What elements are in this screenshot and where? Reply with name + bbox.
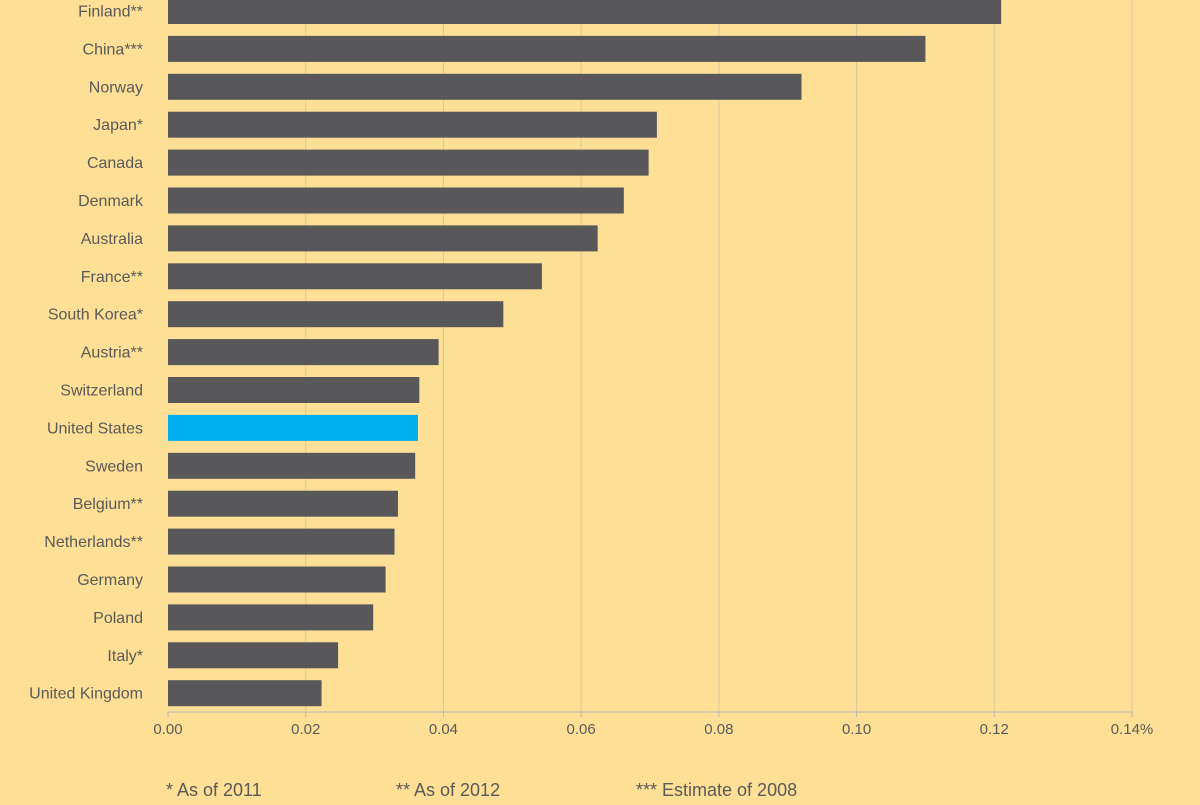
bar bbox=[168, 566, 386, 593]
x-tick-label: 0.14% bbox=[1111, 721, 1154, 738]
footnote-2011: * As of 2011 bbox=[166, 780, 262, 800]
category-label: China*** bbox=[83, 41, 143, 58]
bar bbox=[168, 0, 1002, 24]
x-tick-label: 0.06 bbox=[567, 721, 596, 738]
bar-highlighted bbox=[168, 414, 418, 441]
bar bbox=[168, 301, 504, 328]
bar bbox=[168, 111, 657, 138]
footnote-2008-estimate: *** Estimate of 2008 bbox=[636, 780, 798, 800]
category-label: Denmark bbox=[78, 193, 144, 210]
category-label: South Korea* bbox=[48, 307, 143, 324]
category-label: Japan* bbox=[93, 117, 143, 134]
category-label: Sweden bbox=[85, 458, 143, 475]
category-label: Switzerland bbox=[60, 383, 143, 400]
category-label: Finland** bbox=[78, 4, 143, 21]
bar bbox=[168, 490, 398, 517]
bar bbox=[168, 149, 649, 176]
category-label: Austria** bbox=[81, 345, 143, 362]
category-label: Netherlands** bbox=[44, 534, 143, 551]
bar bbox=[168, 73, 802, 100]
category-label: Italy* bbox=[107, 648, 143, 665]
category-label: United Kingdom bbox=[29, 686, 143, 703]
bar bbox=[168, 339, 439, 366]
x-tick-label: 0.08 bbox=[704, 721, 733, 738]
bar bbox=[168, 604, 374, 631]
bar bbox=[168, 642, 339, 669]
footnote-2012: ** As of 2012 bbox=[396, 780, 501, 800]
bar bbox=[168, 528, 395, 555]
x-tick-label: 0.04 bbox=[429, 721, 458, 738]
bar bbox=[168, 187, 624, 214]
x-tick-label: 0.02 bbox=[291, 721, 320, 738]
category-label: Norway bbox=[89, 79, 143, 96]
bar bbox=[168, 377, 420, 403]
x-tick-label: 0.00 bbox=[153, 721, 182, 738]
bar bbox=[168, 263, 542, 290]
category-label: Belgium** bbox=[73, 496, 143, 513]
category-label: Canada bbox=[87, 155, 143, 172]
bar bbox=[168, 225, 598, 252]
category-label: France** bbox=[81, 269, 143, 286]
bar bbox=[168, 35, 926, 62]
category-label: Poland bbox=[93, 610, 143, 627]
category-label: Germany bbox=[77, 572, 143, 589]
category-label: United States bbox=[47, 420, 143, 437]
bar bbox=[168, 452, 416, 479]
x-tick-label: 0.10 bbox=[842, 721, 871, 738]
category-label: Australia bbox=[81, 231, 143, 248]
bar bbox=[168, 680, 322, 707]
x-tick-label: 0.12 bbox=[980, 721, 1009, 738]
